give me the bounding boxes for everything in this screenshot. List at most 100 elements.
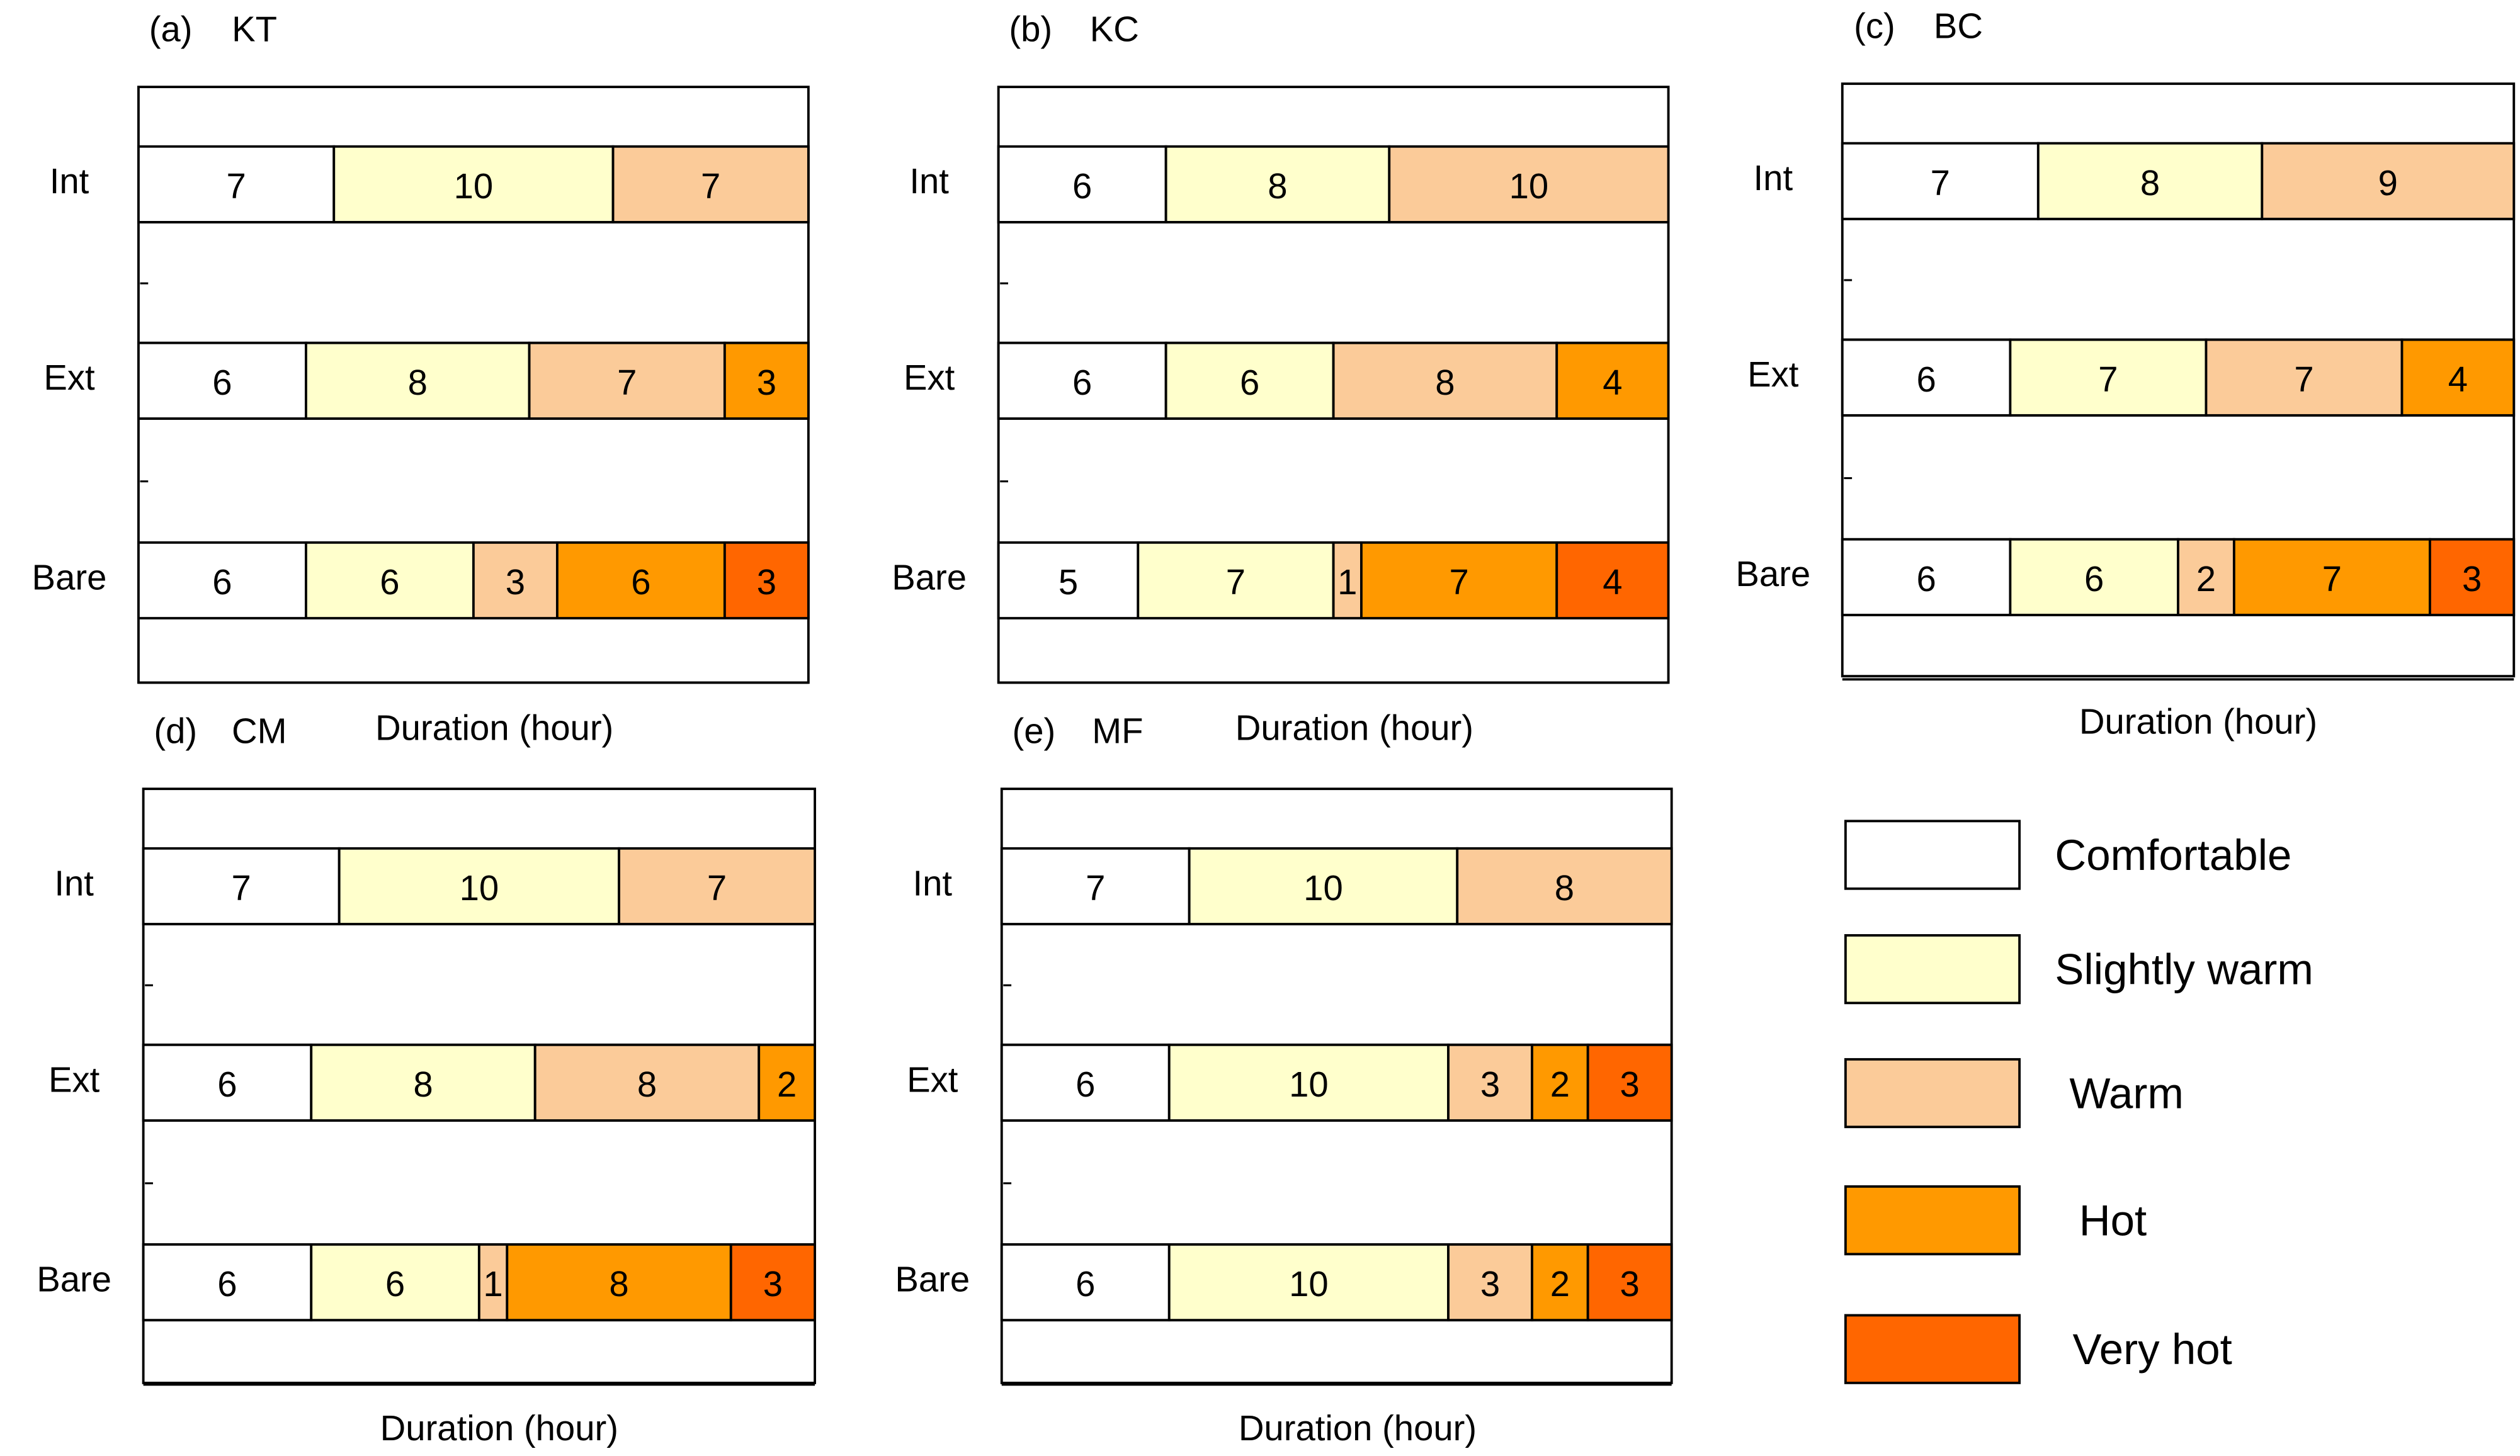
data-label: 10 <box>1289 1064 1329 1104</box>
x-axis-label: Duration (hour) <box>1239 1408 1477 1448</box>
data-label: 10 <box>1509 166 1549 206</box>
bar-segment-warm <box>2177 538 2235 616</box>
bar-segment-hot <box>758 1043 817 1122</box>
panel-letter: (a) <box>149 9 193 49</box>
panel-title: KC <box>1090 9 1139 49</box>
bar-segment-warm <box>533 1043 761 1122</box>
bar-segment-comfortable <box>997 145 1167 223</box>
x-axis-label: Duration (hour) <box>2079 701 2317 741</box>
panel-title: KT <box>232 9 277 49</box>
panel-letter: (c) <box>1854 6 1895 45</box>
data-label: 10 <box>1289 1264 1329 1304</box>
bar-segment-very-hot <box>723 541 810 619</box>
bar-segment-slightly-warm <box>1164 145 1391 223</box>
bar-segment-comfortable <box>1841 538 2012 616</box>
data-label: 7 <box>1086 868 1105 908</box>
data-label: 2 <box>1550 1064 1570 1104</box>
bar-segment-slightly-warm <box>2036 142 2264 220</box>
bar-segment-hot <box>506 1243 732 1322</box>
panel-letter: (d) <box>154 711 197 751</box>
panel-title: MF <box>1092 711 1143 751</box>
bar-segment-very-hot <box>1555 541 1670 619</box>
panel-letter: (e) <box>1013 711 1056 751</box>
data-label: 4 <box>2448 359 2468 399</box>
data-label: 7 <box>617 363 637 402</box>
bar-segment-slightly-warm <box>310 1243 480 1322</box>
data-label: 6 <box>212 363 232 402</box>
legend-label: Very hot <box>2073 1324 2232 1374</box>
legend-swatch-hot <box>1844 1185 2021 1256</box>
bar-segment-hot <box>723 341 810 420</box>
x-axis-label: Duration (hour) <box>380 1408 618 1448</box>
bar-segment-warm <box>618 847 817 925</box>
bar-segment-warm <box>1332 341 1558 420</box>
data-label: 8 <box>413 1064 433 1104</box>
data-label: 6 <box>1240 363 1259 402</box>
bar-segment-very-hot <box>2429 538 2516 616</box>
bar-segment-warm <box>528 341 726 420</box>
bar-segment-hot <box>1555 341 1670 420</box>
bar-segment-comfortable <box>997 341 1167 420</box>
row-label-bare: Bare <box>895 1259 970 1299</box>
bar-segment-hot <box>2400 338 2516 417</box>
bar-segment-warm <box>2261 142 2516 220</box>
x-axis-label: Duration (hour) <box>375 708 613 747</box>
bar-segment-comfortable <box>142 847 341 925</box>
data-label: 8 <box>1435 363 1455 402</box>
data-label: 8 <box>637 1064 657 1104</box>
legend-label: Slightly warm <box>2055 945 2313 994</box>
data-label: 8 <box>2140 163 2160 203</box>
row-label-bare: Bare <box>1735 554 1810 594</box>
bar-segment-warm <box>1447 1243 1533 1322</box>
bar-segment-comfortable <box>997 541 1140 619</box>
data-label: 8 <box>408 363 428 402</box>
data-label: 7 <box>707 868 727 908</box>
legend-swatch-very-hot <box>1844 1314 2021 1384</box>
legend: Comfortable Slightly warm Warm Hot Very hot <box>1844 820 2313 1384</box>
row-label-int: Int <box>1754 158 1793 198</box>
legend-swatch-comfortable <box>1844 820 2021 890</box>
panel-title: CM <box>232 711 287 751</box>
bar-segment-slightly-warm <box>1137 541 1335 619</box>
data-label: 6 <box>1916 359 1936 399</box>
legend-swatch-warm <box>1844 1058 2021 1129</box>
bar-segment-comfortable <box>1000 847 1191 925</box>
data-label: 7 <box>1931 163 1950 203</box>
panel-cm: (d) CM Int 7 10 7 Ext 6 8 8 2 Bare 6 6 1 8 3 Duration (ho… <box>37 711 817 1448</box>
data-label: 2 <box>2196 559 2216 599</box>
bar-segment-hot <box>555 541 726 619</box>
data-label: 6 <box>1076 1064 1095 1104</box>
panel-kt: (a) KT Int 7 10 7 Ext 6 8 7 3 Bare 6 6 3 6 3 Duration (ho… <box>32 9 810 747</box>
panel-letter: (b) <box>1009 9 1052 49</box>
x-axis-label: Duration (hour) <box>1235 708 1473 747</box>
data-label: 7 <box>2294 359 2313 399</box>
data-label: 4 <box>1603 363 1622 402</box>
bar-segment-comfortable <box>1841 338 2012 417</box>
panel-title: BC <box>1934 6 1983 45</box>
data-label: 6 <box>2084 559 2104 599</box>
row-label-int: Int <box>50 161 89 201</box>
data-label: 5 <box>1059 562 1078 602</box>
legend-swatch-slightly-warm <box>1844 934 2021 1005</box>
data-label: 1 <box>483 1264 502 1304</box>
bar-segment-warm <box>1456 847 1673 925</box>
data-label: 3 <box>757 562 776 602</box>
bar-segment-comfortable <box>137 541 307 619</box>
row-label-ext: Ext <box>48 1059 100 1099</box>
bar-segment-hot <box>2232 538 2431 616</box>
data-label: 4 <box>1603 562 1622 602</box>
legend-label: Warm <box>2069 1069 2184 1118</box>
row-label-bare: Bare <box>892 557 967 597</box>
bar-segment-slightly-warm <box>1164 341 1335 420</box>
data-label: 6 <box>1072 363 1092 402</box>
row-label-bare: Bare <box>37 1259 111 1299</box>
data-label: 7 <box>2098 359 2118 399</box>
bar-segment-slightly-warm <box>310 1043 536 1122</box>
bar-segment-warm <box>611 145 810 223</box>
bar-segment-slightly-warm <box>305 341 531 420</box>
bar-segment-warm <box>472 541 559 619</box>
bar-segment-comfortable <box>1841 142 2040 220</box>
legend-label: Hot <box>2079 1196 2147 1245</box>
data-label: 6 <box>1916 559 1936 599</box>
data-label: 3 <box>1620 1264 1640 1304</box>
